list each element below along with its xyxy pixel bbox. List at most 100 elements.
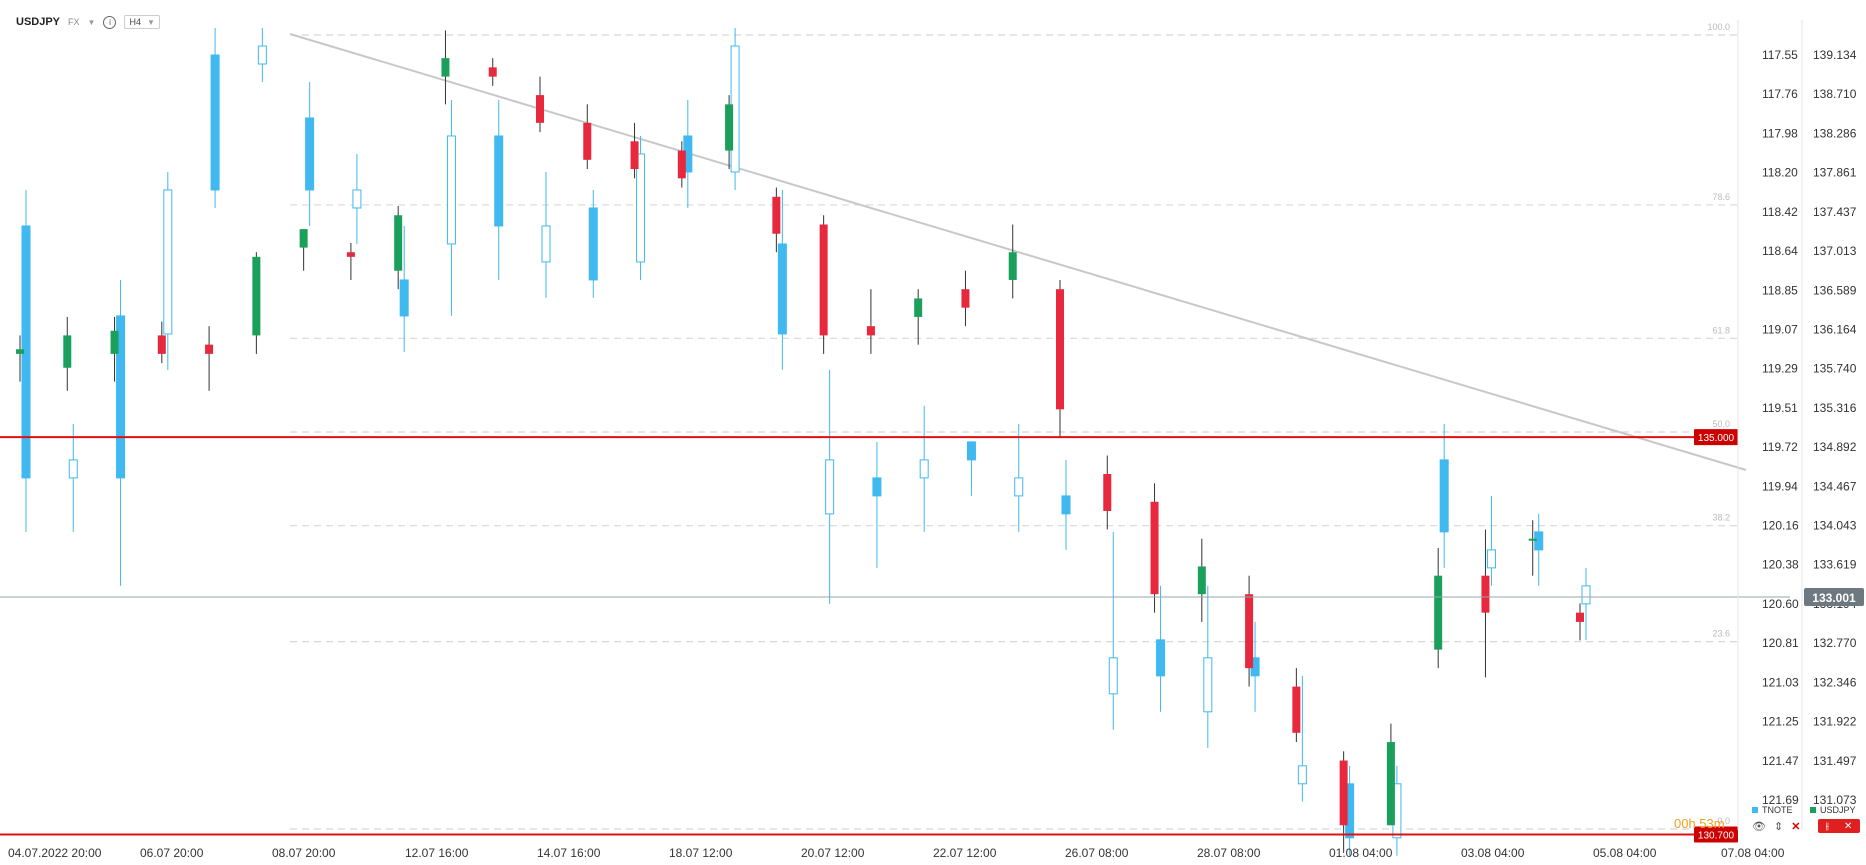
time-tick-label: 04.07.2022 20:00	[8, 846, 102, 860]
tnote-candle[interactable]	[1203, 657, 1213, 713]
usdjpy-candle[interactable]	[1292, 686, 1301, 733]
usdjpy-candle[interactable]	[157, 335, 166, 354]
info-icon[interactable]: i	[103, 15, 117, 29]
tnote-tick-label: 120.16	[1762, 519, 1799, 533]
usdjpy-candle[interactable]	[205, 344, 214, 354]
usdjpy-candle[interactable]	[110, 330, 119, 354]
candle-countdown: 00h 53m	[1674, 816, 1725, 831]
time-tick-label: 22.07 12:00	[933, 846, 997, 860]
usdjpy-candle[interactable]	[1103, 474, 1112, 512]
usdjpy-candle[interactable]	[1339, 760, 1348, 826]
tnote-candle[interactable]	[1297, 765, 1307, 785]
usdjpy-candle[interactable]	[725, 104, 734, 151]
tnote-tick-label: 117.98	[1762, 126, 1798, 140]
usdjpy-candle[interactable]	[299, 229, 308, 248]
tnote-candle[interactable]	[1486, 549, 1496, 569]
timeframe-select[interactable]: H4 ▼	[124, 15, 160, 29]
usdjpy-candle[interactable]	[583, 122, 592, 160]
usdjpy-candle[interactable]	[346, 252, 355, 257]
tnote-candle[interactable]	[588, 207, 598, 281]
tnote-candle[interactable]	[352, 189, 362, 209]
trendline[interactable]	[289, 33, 1747, 471]
time-tick-label: 05.08 04:00	[1593, 846, 1657, 860]
usdjpy-candle[interactable]	[536, 95, 544, 123]
tnote-candle[interactable]	[446, 135, 456, 245]
tnote-tick-label: 119.72	[1762, 440, 1798, 454]
usdjpy-candle[interactable]	[1150, 501, 1159, 595]
tnote-candle[interactable]	[116, 315, 126, 479]
tnote-candle[interactable]	[872, 477, 882, 497]
legend-swatch-usdjpy	[1810, 807, 1816, 813]
usdjpy-candle[interactable]	[1245, 594, 1254, 669]
eye-icon[interactable]: 👁	[1752, 821, 1766, 833]
usdjpy-candle[interactable]	[1528, 538, 1537, 541]
legend-usdjpy: USDJPY	[1820, 805, 1856, 815]
usdjpy-candle[interactable]	[819, 224, 828, 336]
usdjpy-candle[interactable]	[914, 298, 923, 317]
usdjpy-candle[interactable]	[16, 349, 24, 354]
tnote-candle[interactable]	[1108, 657, 1118, 695]
tnote-candle[interactable]	[163, 189, 173, 335]
chevron-down-icon[interactable]: ▼	[87, 17, 96, 27]
usdjpy-candle[interactable]	[1197, 566, 1206, 595]
tnote-candle[interactable]	[305, 117, 315, 191]
usdjpy-candle[interactable]	[630, 141, 639, 170]
tnote-candle[interactable]	[1061, 495, 1071, 515]
tnote-candle[interactable]	[494, 135, 504, 227]
usdjpy-series	[16, 30, 1584, 853]
close-icon[interactable]: ✕	[1791, 821, 1801, 833]
tnote-tick-label: 118.64	[1762, 244, 1798, 258]
usdjpy-candle[interactable]	[252, 256, 261, 336]
tnote-candle[interactable]	[636, 153, 646, 263]
tnote-candle[interactable]	[777, 243, 787, 335]
tnote-candle[interactable]	[68, 459, 78, 479]
usdjpy-candle[interactable]	[488, 67, 497, 77]
tnote-tick-label: 121.69	[1762, 793, 1799, 807]
usdjpy-candle[interactable]	[1576, 612, 1584, 622]
current-price-value: 133.001	[1812, 591, 1856, 605]
usdjpy-tick-label: 132.346	[1813, 675, 1857, 689]
tnote-candle[interactable]	[1534, 531, 1544, 551]
tnote-candle[interactable]	[399, 279, 409, 317]
drawing-tools-button[interactable]: ⫲ ✕	[1818, 819, 1860, 833]
usdjpy-candle[interactable]	[1434, 575, 1443, 650]
horizontal-levels: 135.000 130.700	[0, 429, 1738, 843]
usdjpy-candle[interactable]	[1481, 575, 1490, 613]
fib-level-label: 38.2	[1712, 513, 1730, 523]
usdjpy-candle[interactable]	[866, 326, 875, 336]
usdjpy-candle[interactable]	[961, 289, 970, 308]
tnote-candle[interactable]	[541, 225, 551, 263]
symbol-label[interactable]: USDJPY	[16, 16, 61, 28]
usdjpy-candle[interactable]	[1386, 742, 1395, 826]
tnote-candle[interactable]	[966, 441, 976, 461]
move-icon[interactable]: ⇕	[1773, 821, 1784, 833]
close-icon: ✕	[1844, 820, 1853, 832]
tnote-candle[interactable]	[1439, 459, 1449, 533]
tools-icon: ⫲	[1825, 820, 1829, 832]
time-tick-label: 26.07 08:00	[1065, 846, 1129, 860]
usdjpy-tick-label: 136.164	[1813, 322, 1857, 336]
time-tick-label: 14.07 16:00	[537, 846, 601, 860]
usdjpy-candle[interactable]	[1008, 252, 1017, 280]
tnote-candle[interactable]	[1014, 477, 1024, 497]
fib-level-label: 0.0	[1717, 816, 1730, 826]
usdjpy-candle[interactable]	[677, 150, 686, 179]
tnote-candle[interactable]	[919, 459, 929, 479]
tnote-candle[interactable]	[210, 54, 220, 191]
usdjpy-tick-label: 134.043	[1813, 519, 1857, 533]
usdjpy-candle[interactable]	[441, 58, 450, 77]
usdjpy-candle[interactable]	[772, 196, 781, 234]
usdjpy-candle[interactable]	[394, 215, 403, 271]
time-tick-label: 03.08 04:00	[1461, 846, 1525, 860]
tnote-candle[interactable]	[825, 459, 835, 515]
level-price-tag	[1694, 429, 1738, 446]
time-tick-label: 28.07 08:00	[1197, 846, 1261, 860]
tnote-candle[interactable]	[1581, 585, 1591, 605]
tnote-tick-label: 117.55	[1762, 48, 1798, 62]
tnote-candle[interactable]	[1156, 639, 1166, 677]
time-tick-label: 18.07 12:00	[669, 846, 733, 860]
tnote-candle[interactable]	[257, 45, 267, 65]
usdjpy-candle[interactable]	[1056, 289, 1064, 410]
usdjpy-candle[interactable]	[63, 335, 72, 368]
